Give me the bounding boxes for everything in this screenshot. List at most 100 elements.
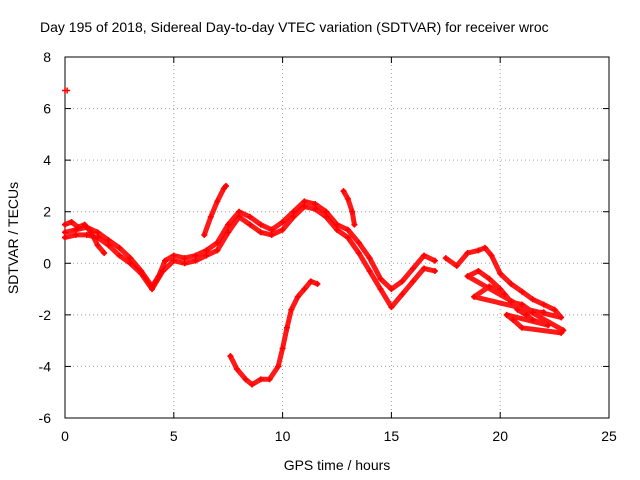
data-point (399, 291, 406, 298)
data-point (508, 280, 515, 287)
data-point (431, 257, 438, 264)
chart-title: Day 195 of 2018, Sidereal Day-to-day VTE… (40, 19, 549, 35)
data-point (471, 293, 478, 300)
y-tick-label: 6 (43, 101, 51, 117)
data-point (192, 257, 199, 264)
data-point (170, 257, 177, 264)
data-point (257, 221, 264, 228)
data-point (486, 283, 493, 290)
data-point (116, 252, 123, 259)
series-trace-morning-rise (201, 183, 229, 238)
data-point (481, 244, 488, 251)
data-point (246, 213, 253, 220)
data-point (388, 286, 395, 293)
data-point (159, 268, 166, 275)
data-point (497, 286, 504, 293)
data-point (431, 268, 438, 275)
data-point (246, 221, 253, 228)
data-point (355, 249, 362, 256)
data-point (288, 306, 295, 313)
data-point (349, 208, 356, 215)
data-point (464, 273, 471, 280)
data-point (62, 229, 68, 236)
data-point (366, 255, 373, 262)
data-point (203, 252, 210, 259)
data-point (68, 219, 75, 226)
data-point (127, 260, 134, 267)
data-point (558, 314, 565, 321)
y-tick-label: 4 (43, 152, 51, 168)
data-point (503, 311, 510, 318)
data-point (81, 221, 88, 228)
data-point (323, 208, 330, 215)
x-tick-label: 20 (492, 428, 508, 444)
data-point (497, 270, 504, 277)
data-point (421, 265, 428, 272)
data-point (116, 244, 123, 251)
y-tick-label: -2 (39, 307, 52, 323)
data-point (192, 252, 199, 259)
data-point (170, 252, 177, 259)
data-point (344, 195, 351, 202)
data-point (279, 345, 286, 352)
data-point (201, 231, 208, 238)
data-point (227, 353, 234, 360)
data-point (127, 255, 134, 262)
data-point (410, 278, 417, 285)
data-point (529, 296, 536, 303)
data-point (410, 265, 417, 272)
data-point (242, 376, 249, 383)
data-point (518, 288, 525, 295)
data-point (377, 275, 384, 282)
series-marks (62, 87, 567, 388)
data-point (64, 87, 71, 94)
data-point (307, 278, 314, 285)
x-tick-label: 0 (61, 428, 69, 444)
data-point (421, 252, 428, 259)
data-point (355, 239, 362, 246)
data-point (301, 198, 308, 205)
data-point (351, 221, 358, 228)
data-point (344, 234, 351, 241)
data-point (88, 229, 95, 236)
data-point (518, 324, 525, 331)
data-point (105, 242, 112, 249)
x-tick-label: 25 (601, 428, 617, 444)
data-point (312, 206, 319, 213)
data-point (105, 237, 112, 244)
data-point (388, 304, 395, 311)
data-point (510, 317, 517, 324)
data-point (475, 247, 482, 254)
data-point (75, 224, 82, 231)
data-point (214, 198, 221, 205)
data-point (72, 231, 79, 238)
data-point (225, 229, 232, 236)
data-point (94, 229, 101, 236)
data-point (268, 226, 275, 233)
data-point (257, 229, 264, 236)
x-axis: 0 5 10 15 20 25 (61, 57, 617, 444)
series-trace-dip-arc (227, 278, 320, 387)
data-point (83, 231, 90, 238)
data-point (301, 203, 308, 210)
data-point (236, 208, 243, 215)
data-point (294, 293, 301, 300)
data-point (233, 366, 240, 373)
data-point (334, 226, 340, 233)
y-tick-label: 2 (43, 204, 51, 220)
data-point (545, 322, 552, 329)
data-point (162, 257, 169, 264)
data-point (181, 260, 188, 267)
data-point (203, 247, 210, 254)
series-trace-upper-band (62, 198, 438, 292)
x-axis-label: GPS time / hours (284, 457, 391, 473)
data-point (207, 213, 214, 220)
data-point (312, 200, 319, 207)
data-point (508, 298, 515, 305)
data-point (442, 255, 449, 262)
data-point (518, 301, 525, 308)
data-point (275, 363, 282, 370)
data-point (453, 262, 460, 269)
x-tick-label: 15 (384, 428, 400, 444)
